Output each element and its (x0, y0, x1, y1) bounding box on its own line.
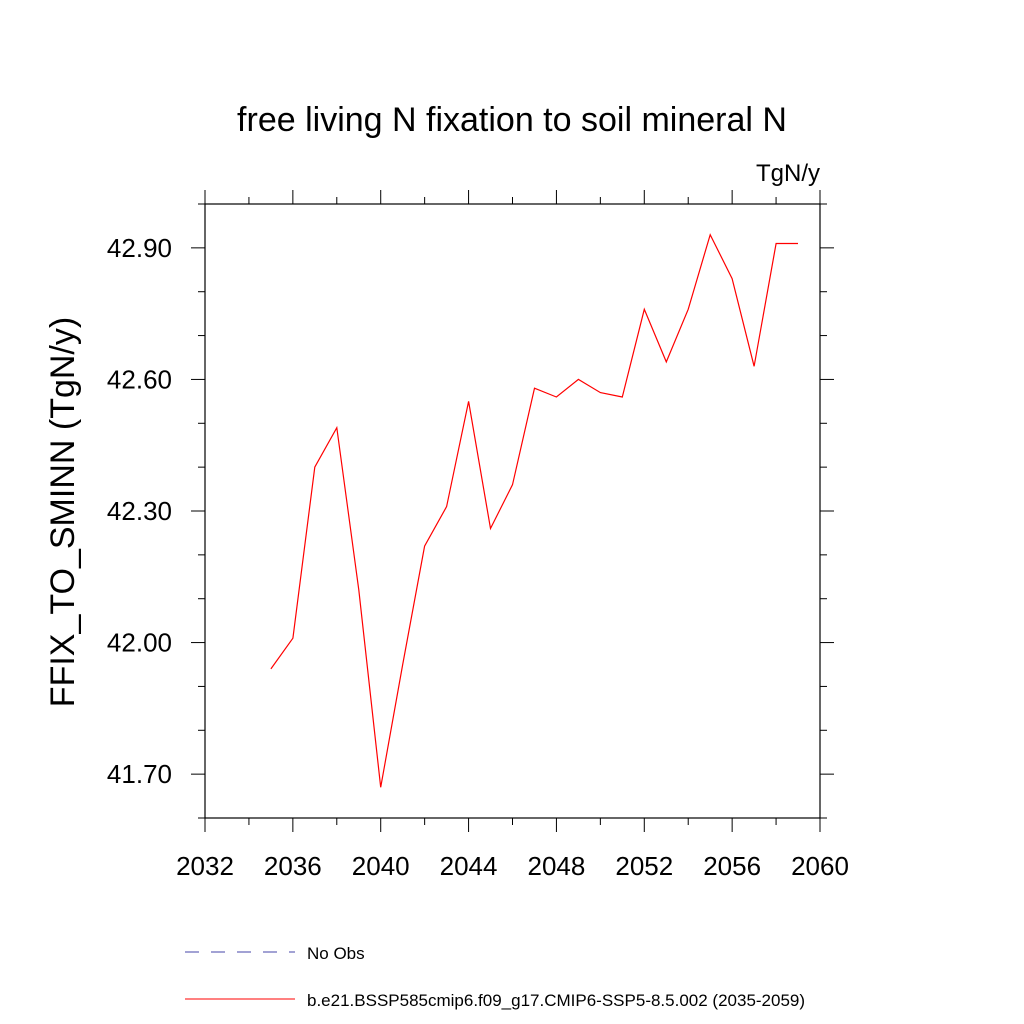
x-tick-label: 2060 (791, 851, 849, 881)
plot-frame (204, 203, 821, 819)
legend-label: No Obs (307, 944, 365, 963)
units-label: TgN/y (756, 160, 820, 187)
chart-title: free living N fixation to soil mineral N (237, 101, 787, 139)
y-tick-label: 41.70 (107, 759, 172, 789)
tick-labels: 2032 2036 2040 2044 2048 2052 2056 2060 41.70 42.… (107, 233, 849, 881)
x-tick-label: 2036 (264, 851, 322, 881)
y-tick-label: 42.30 (107, 496, 172, 526)
x-tick-label: 2048 (528, 851, 586, 881)
plot-axes (204, 203, 821, 819)
x-tick-label: 2052 (615, 851, 673, 881)
data-series (270, 233, 798, 788)
x-tick-label: 2044 (440, 851, 498, 881)
series-line (270, 233, 798, 788)
y-tick-label: 42.60 (107, 364, 172, 394)
y-tick-label: 42.90 (107, 233, 172, 263)
legend-label: b.e21.BSSP585cmip6.f09_g17.CMIP6-SSP5-8.… (307, 991, 805, 1010)
axis-ticks (191, 190, 834, 832)
y-tick-label: 42.00 (107, 628, 172, 658)
y-axis-label: FFIX_TO_SMINN (TgN/y) (44, 317, 82, 707)
legend: No Obs b.e21.BSSP585cmip6.f09_g17.CMIP6-S… (185, 944, 805, 1010)
x-tick-label: 2056 (703, 851, 761, 881)
x-tick-label: 2040 (352, 851, 410, 881)
x-tick-label: 2032 (176, 851, 234, 881)
